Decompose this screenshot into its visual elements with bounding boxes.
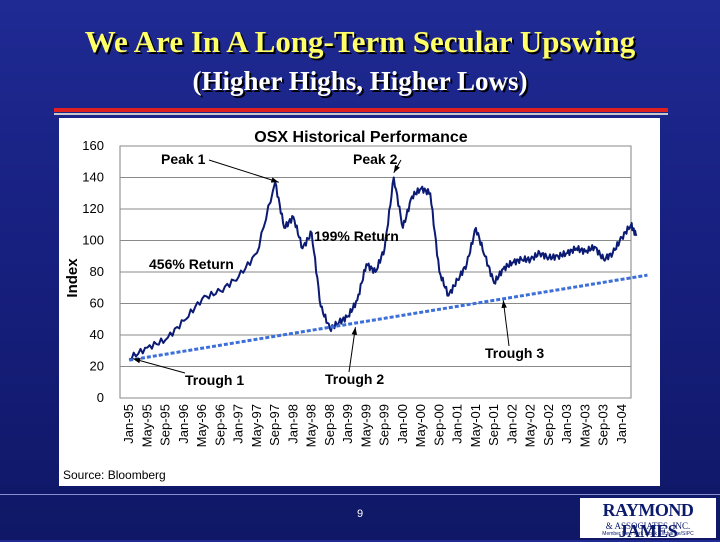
logo-tagline: Member New York Stock Exchange/SIPC [602,531,694,537]
y-axis-ticks: 0 20 40 60 80 100 120 140 160 [82,138,104,405]
x-axis-ticks: Jan-95 May-95 Sep-95 Jan-96 May-96 Sep-96 Jan-… [121,404,629,447]
x-tick-label: May-02 [523,404,538,447]
chart-panel: 0 20 40 60 80 100 120 140 160 Jan-95 May-95 Sep-95… [59,118,660,486]
annotation-label: Peak 1 [161,151,206,167]
x-tick-label: May-96 [194,404,209,447]
y-tick-label: 100 [82,233,104,248]
y-tick-label: 80 [90,264,104,279]
x-tick-label: May-00 [413,404,428,447]
annotation-arrowhead [351,327,358,335]
x-tick-label: Sep-01 [486,404,501,446]
x-tick-label: Jan-00 [395,404,410,444]
title-divider-gray [54,113,668,115]
y-tick-label: 160 [82,138,104,153]
annotation-arrow [132,358,186,374]
x-tick-label: Jan-96 [176,404,191,444]
x-tick-label: Jan-02 [504,404,519,444]
logo-wordmark: RAYMOND JAMES [602,500,694,541]
x-tick-label: Sep-99 [377,404,392,446]
x-tick-label: Sep-03 [596,404,611,446]
osx-line-chart: 0 20 40 60 80 100 120 140 160 Jan-95 May-95 Sep-95… [63,129,648,482]
x-tick-label: May-98 [304,404,319,447]
gridlines [120,145,631,399]
slide-subtitle: (Higher Highs, Higher Lows) [192,66,528,96]
x-tick-label: Jan-04 [614,404,629,444]
annotation-arrowhead [393,164,400,173]
annotation-label: Trough 3 [485,345,544,361]
annotation-label: Trough 1 [185,372,244,388]
title-divider-red [54,108,668,112]
x-tick-label: Jan-01 [450,404,465,444]
x-tick-label: Jan-98 [285,404,300,444]
trend-line [128,273,648,362]
source-note: Source: Bloomberg [63,468,166,482]
y-tick-label: 0 [97,390,104,405]
x-tick-label: May-99 [358,404,373,447]
annotation-label: Trough 2 [325,371,384,387]
annotation-arrow [502,300,510,347]
x-tick-label: Sep-96 [212,404,227,446]
x-tick-label: Jan-95 [121,404,136,444]
x-tick-label: May-01 [468,404,483,447]
x-tick-label: Jan-99 [340,404,355,444]
annotation-arrow [208,159,279,183]
page-number: 9 [356,508,364,520]
x-tick-label: May-03 [577,404,592,447]
y-tick-label: 140 [82,170,104,185]
x-tick-label: Jan-97 [231,404,246,444]
x-tick-label: May-95 [139,404,154,447]
slide-title: We Are In A Long-Term Secular Upswing [84,24,636,59]
x-tick-label: May-97 [249,404,264,447]
annotation-arrowhead [270,177,279,183]
x-tick-label: Sep-00 [431,404,446,446]
annotation-arrowhead [132,357,141,364]
company-logo: RAYMOND JAMES & ASSOCIATES, INC. Member … [580,498,716,541]
x-tick-label: Sep-95 [158,404,173,446]
x-tick-label: Sep-98 [322,404,337,446]
footer-divider [0,494,720,495]
x-tick-label: Jan-03 [559,404,574,444]
y-axis-label: Index [64,258,81,298]
y-tick-label: 40 [90,327,104,342]
logo-subtitle: & ASSOCIATES, INC. [605,521,691,531]
x-tick-label: Sep-02 [541,404,556,446]
annotation-label: 199% Return [314,228,399,244]
x-tick-label: Sep-97 [267,404,282,446]
annotations: Peak 1 Peak 2 199% Return 456% Return Trough… [132,151,544,388]
annotation-arrow [348,327,356,373]
annotation-arrowhead [501,300,507,309]
chart-title: OSX Historical Performance [254,129,468,146]
y-tick-label: 20 [90,359,104,374]
y-tick-label: 120 [82,201,104,216]
annotation-label: Peak 2 [353,151,398,167]
y-tick-label: 60 [90,296,104,311]
annotation-label: 456% Return [149,256,234,272]
